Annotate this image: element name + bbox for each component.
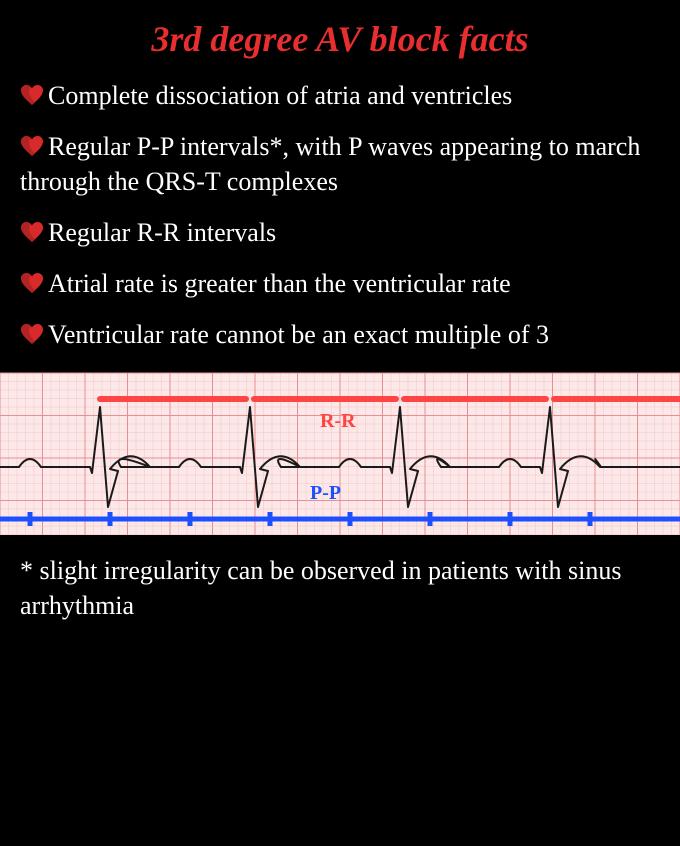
fact-text: Ventricular rate cannot be an exact mult… (48, 320, 549, 349)
fact-text: Complete dissociation of atria and ventr… (48, 81, 512, 110)
ecg-diagram: R-R P-P (0, 369, 680, 539)
heart-icon (20, 221, 44, 243)
page-title: 3rd degree AV block facts (0, 0, 680, 70)
fact-text: Regular R-R intervals (48, 218, 276, 247)
fact-text: Atrial rate is greater than the ventricu… (48, 269, 511, 298)
fact-item: Atrial rate is greater than the ventricu… (20, 266, 660, 301)
fact-item: Ventricular rate cannot be an exact mult… (20, 317, 660, 352)
heart-icon (20, 272, 44, 294)
fact-text: Regular P-P intervals*, with P waves app… (20, 132, 640, 196)
facts-list: Complete dissociation of atria and ventr… (0, 70, 680, 353)
ecg-svg: R-R P-P (0, 369, 680, 539)
pp-label: P-P (310, 482, 341, 504)
fact-item: Complete dissociation of atria and ventr… (20, 78, 660, 113)
heart-icon (20, 323, 44, 345)
rr-label: R-R (320, 410, 356, 432)
fact-item: Regular P-P intervals*, with P waves app… (20, 129, 660, 199)
heart-icon (20, 135, 44, 157)
heart-icon (20, 84, 44, 106)
fact-item: Regular R-R intervals (20, 215, 660, 250)
footnote: * slight irregularity can be observed in… (0, 539, 680, 623)
